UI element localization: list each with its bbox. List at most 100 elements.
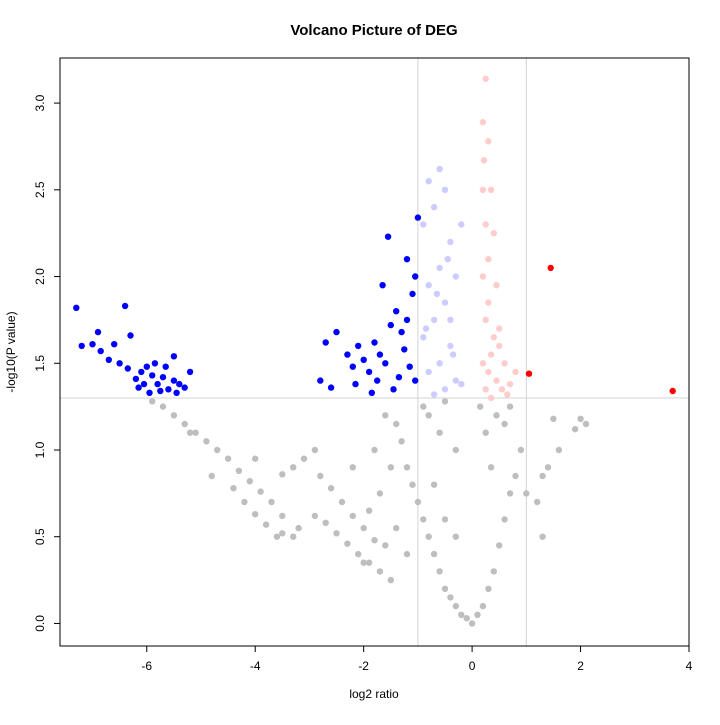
data-point [487, 464, 495, 471]
data-point [157, 387, 164, 395]
data-point [430, 391, 438, 398]
plot-frame [59, 57, 690, 647]
data-point [365, 368, 373, 376]
data-point [355, 342, 362, 350]
data-point [393, 308, 400, 315]
data-point [412, 273, 419, 280]
data-point [550, 415, 557, 422]
data-point [458, 611, 465, 618]
data-point [539, 533, 546, 540]
data-point [371, 339, 378, 346]
data-point [517, 446, 525, 454]
data-point [422, 325, 430, 332]
data-point [159, 374, 167, 381]
data-point [571, 426, 579, 433]
data-point [430, 204, 438, 211]
data-point [241, 498, 248, 506]
data-point [398, 328, 405, 336]
series-down-weak [420, 165, 465, 398]
data-point [382, 360, 389, 367]
data-point [127, 332, 134, 339]
data-point [360, 524, 367, 532]
data-point [376, 351, 384, 358]
data-point [143, 363, 150, 370]
data-point [149, 372, 156, 379]
data-point [441, 386, 449, 393]
data-point [170, 377, 178, 384]
data-point [279, 471, 286, 478]
y-tick-label: 1.0 [33, 441, 47, 458]
data-point [97, 347, 104, 355]
data-point [398, 438, 405, 445]
data-point [170, 412, 178, 419]
data-point [387, 576, 394, 584]
data-point [208, 472, 215, 480]
data-point [474, 611, 481, 618]
data-point [311, 446, 319, 454]
data-point [433, 290, 441, 298]
data-point [463, 615, 470, 622]
data-point [534, 498, 541, 506]
data-point [525, 370, 533, 377]
data-point [327, 384, 335, 391]
data-point [140, 380, 148, 388]
y-tick-label: 2.0 [33, 268, 47, 285]
data-point [501, 420, 508, 428]
data-point [138, 368, 145, 376]
data-point [447, 342, 454, 350]
y-tick-label: 1.5 [33, 355, 47, 372]
data-point [477, 403, 484, 410]
data-point [333, 530, 340, 537]
data-point [94, 328, 102, 336]
x-tick-label: -2 [358, 659, 369, 673]
data-point [544, 464, 552, 471]
series-down-significant [73, 214, 422, 396]
data-point [382, 412, 389, 419]
data-point [512, 368, 519, 376]
data-point [403, 550, 411, 558]
data-point [420, 403, 427, 410]
data-point [479, 119, 487, 126]
data-point [349, 464, 356, 471]
data-point [162, 363, 169, 370]
data-point [414, 498, 422, 506]
data-point [414, 214, 422, 221]
data-point [149, 398, 156, 405]
data-point [490, 334, 497, 341]
data-point [577, 415, 584, 422]
data-point [235, 467, 243, 474]
data-point [224, 455, 232, 462]
data-point [539, 472, 546, 480]
data-point [447, 316, 454, 324]
data-point [452, 446, 459, 454]
data-point [449, 351, 457, 358]
data-point [547, 264, 554, 272]
data-point [355, 550, 362, 558]
data-point [390, 386, 397, 393]
data-point [555, 446, 563, 454]
data-point [441, 186, 449, 193]
data-point [344, 351, 351, 358]
y-axis-label: -log10(P value) [4, 311, 18, 392]
data-point [376, 490, 384, 497]
data-point [181, 384, 188, 391]
x-tick-label: 4 [686, 659, 693, 673]
data-point [493, 282, 500, 289]
data-point [268, 498, 275, 506]
data-point [430, 316, 438, 324]
data-point [371, 446, 378, 454]
data-point [403, 464, 411, 471]
data-point [496, 342, 503, 350]
data-point [116, 360, 123, 367]
data-points-layer [73, 75, 676, 627]
data-point [482, 386, 489, 393]
data-point [403, 256, 411, 263]
data-point [135, 384, 142, 391]
data-point [485, 299, 492, 306]
data-point [479, 186, 487, 193]
x-tick-label: 0 [469, 659, 476, 673]
data-point [203, 438, 210, 445]
data-point [349, 512, 356, 520]
data-point [360, 356, 367, 363]
